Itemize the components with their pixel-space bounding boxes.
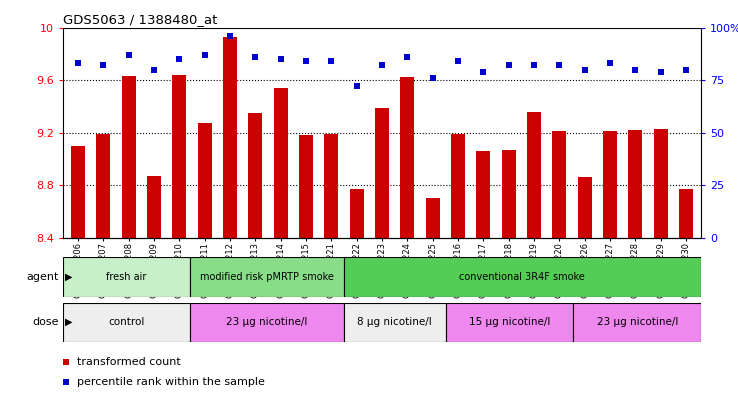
Bar xyxy=(578,177,592,238)
Text: control: control xyxy=(108,317,145,327)
Bar xyxy=(573,303,701,342)
Text: fresh air: fresh air xyxy=(106,272,147,282)
Bar xyxy=(679,189,693,238)
Bar xyxy=(96,134,110,238)
Bar xyxy=(400,77,414,238)
Text: agent: agent xyxy=(27,272,59,282)
Bar xyxy=(628,130,642,238)
Bar xyxy=(426,198,440,238)
Bar xyxy=(552,131,566,238)
Bar xyxy=(451,134,465,238)
Bar xyxy=(344,257,701,297)
Bar xyxy=(63,257,190,297)
Bar xyxy=(190,257,344,297)
Bar xyxy=(147,176,161,238)
Text: ▶: ▶ xyxy=(65,317,72,327)
Bar xyxy=(248,113,262,238)
Bar xyxy=(299,135,313,238)
Bar xyxy=(375,108,389,238)
Bar xyxy=(603,131,617,238)
Text: transformed count: transformed count xyxy=(77,357,181,367)
Bar xyxy=(446,303,573,342)
Text: modified risk pMRTP smoke: modified risk pMRTP smoke xyxy=(200,272,334,282)
Text: 15 μg nicotine/l: 15 μg nicotine/l xyxy=(469,317,551,327)
Bar xyxy=(63,303,190,342)
Bar xyxy=(654,129,668,238)
Bar xyxy=(350,189,364,238)
Text: 8 μg nicotine/l: 8 μg nicotine/l xyxy=(357,317,432,327)
Bar xyxy=(190,303,344,342)
Text: 23 μg nicotine/l: 23 μg nicotine/l xyxy=(227,317,308,327)
Bar xyxy=(71,146,85,238)
Bar xyxy=(274,88,288,238)
Text: GDS5063 / 1388480_at: GDS5063 / 1388480_at xyxy=(63,13,217,26)
Bar xyxy=(122,76,136,238)
Text: ▶: ▶ xyxy=(65,272,72,282)
Text: 23 μg nicotine/l: 23 μg nicotine/l xyxy=(596,317,678,327)
Bar xyxy=(172,75,186,238)
Bar xyxy=(476,151,490,238)
Text: conventional 3R4F smoke: conventional 3R4F smoke xyxy=(460,272,585,282)
Bar xyxy=(223,37,237,238)
Bar xyxy=(344,303,446,342)
Bar xyxy=(324,134,338,238)
Bar xyxy=(198,123,212,238)
Text: percentile rank within the sample: percentile rank within the sample xyxy=(77,377,265,387)
Bar xyxy=(527,112,541,238)
Bar xyxy=(502,150,516,238)
Text: dose: dose xyxy=(32,317,59,327)
